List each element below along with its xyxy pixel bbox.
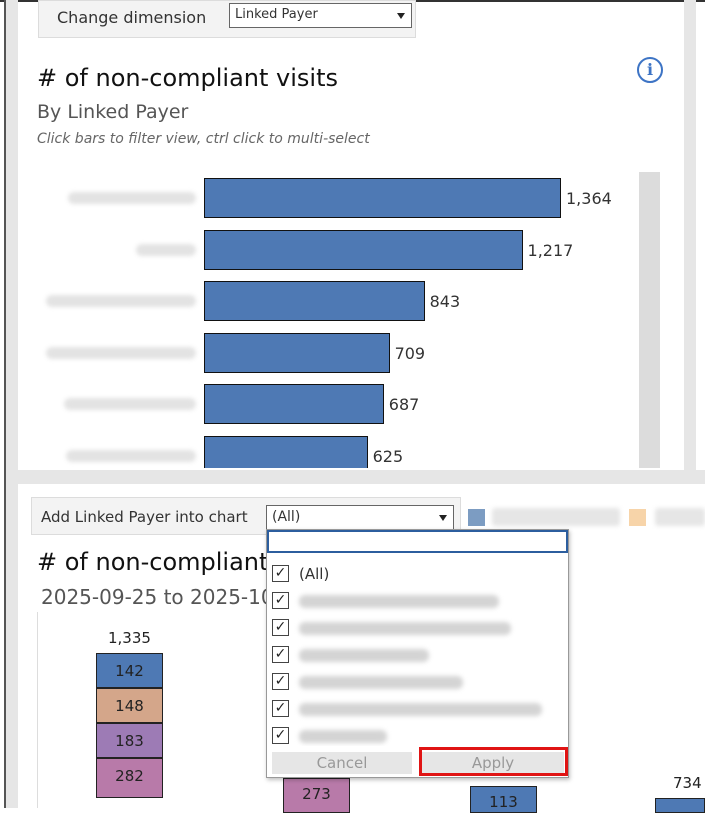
dropdown-item[interactable]: ✓ xyxy=(267,668,568,695)
dropdown-item-label xyxy=(299,622,511,635)
bar[interactable] xyxy=(204,435,368,468)
bar-value-label: 687 xyxy=(388,395,420,414)
stacked-segment[interactable]: 282 xyxy=(96,758,163,798)
payer-filter-value: (All) xyxy=(272,509,301,525)
bar-value-label: 625 xyxy=(372,446,404,466)
chart1-title: # of non-compliant visits xyxy=(37,64,339,92)
bar-value-label: 1,217 xyxy=(527,240,574,260)
checkbox[interactable]: ✓ xyxy=(272,565,289,582)
bar-value-label: 1,364 xyxy=(566,189,612,208)
bar-category-label xyxy=(66,449,196,462)
stacked-segment[interactable]: 273 xyxy=(283,778,350,813)
dropdown-item[interactable]: ✓ (All) xyxy=(267,560,568,587)
dropdown-item-label xyxy=(299,595,499,608)
stacked-segment[interactable]: 113 xyxy=(470,786,537,813)
bar[interactable] xyxy=(204,178,561,218)
dropdown-item[interactable]: ✓ xyxy=(267,695,568,722)
dropdown-item-label xyxy=(299,649,429,662)
apply-highlight xyxy=(419,747,568,776)
dimension-select-value: Linked Payer xyxy=(235,7,318,22)
bar[interactable] xyxy=(204,281,425,321)
legend-swatch-1 xyxy=(468,509,485,526)
dropdown-item-label xyxy=(299,676,463,689)
legend-swatch-2 xyxy=(629,509,646,526)
dropdown-item[interactable]: ✓ xyxy=(267,722,568,746)
chevron-down-icon xyxy=(439,515,447,521)
chart1-bars-area: 1,364 1,217 843 709 687 625 xyxy=(38,172,660,468)
bar-category-label xyxy=(68,192,196,204)
bar-category-label xyxy=(46,295,196,307)
checkbox[interactable]: ✓ xyxy=(272,619,289,636)
info-icon[interactable]: i xyxy=(637,57,663,83)
left-rule xyxy=(4,0,6,808)
column-total-label: 734 xyxy=(673,774,702,792)
dropdown-item[interactable]: ✓ xyxy=(267,614,568,641)
section-divider xyxy=(18,470,705,484)
dropdown-item-label: (All) xyxy=(299,565,330,583)
bar-category-label xyxy=(136,243,196,256)
checkbox[interactable]: ✓ xyxy=(272,700,289,717)
stacked-segment[interactable]: 183 xyxy=(96,723,163,758)
checkbox[interactable]: ✓ xyxy=(272,673,289,690)
dropdown-item[interactable]: ✓ xyxy=(267,641,568,668)
chart1-hint: Click bars to filter view, ctrl click to… xyxy=(37,131,370,147)
bar-value-label: 709 xyxy=(394,343,426,363)
dropdown-search-input[interactable] xyxy=(267,530,568,553)
stacked-segment[interactable] xyxy=(655,798,705,813)
stacked-segment[interactable]: 148 xyxy=(96,688,163,723)
bar-value-label: 843 xyxy=(429,292,461,311)
dropdown-item-label xyxy=(299,730,387,743)
column-total-label: 1,335 xyxy=(108,629,151,647)
bar-category-label xyxy=(64,398,196,410)
bar-category-label xyxy=(46,346,196,359)
dropdown-item-label xyxy=(299,703,542,716)
right-gutter xyxy=(684,0,696,472)
stacked-segment[interactable]: 142 xyxy=(96,653,163,688)
chart2-title: # of non-compliant xyxy=(37,548,269,576)
payer-filter-select[interactable]: (All) xyxy=(266,505,454,530)
chart2-axis xyxy=(37,612,38,808)
checkbox[interactable]: ✓ xyxy=(272,727,289,744)
chart2-subtitle: 2025-09-25 to 2025-10- xyxy=(41,585,281,609)
checkbox[interactable]: ✓ xyxy=(272,592,289,609)
add-payer-label: Add Linked Payer into chart xyxy=(41,508,248,526)
legend-label-1 xyxy=(492,508,620,526)
payer-dropdown: ✓ (All) ✓ ✓ ✓ ✓ ✓ ✓ Cancel Apply xyxy=(266,529,569,778)
left-gutter xyxy=(6,0,18,808)
bar[interactable] xyxy=(204,332,390,373)
legend-label-2 xyxy=(655,508,705,526)
chevron-down-icon xyxy=(397,13,405,19)
change-dimension-label: Change dimension xyxy=(57,8,207,27)
checkbox[interactable]: ✓ xyxy=(272,646,289,663)
dimension-select[interactable]: Linked Payer xyxy=(229,3,412,28)
chart1-subtitle: By Linked Payer xyxy=(37,101,189,123)
dropdown-list: ✓ (All) ✓ ✓ ✓ ✓ ✓ ✓ xyxy=(267,560,568,746)
apply-button[interactable]: Apply xyxy=(422,752,564,774)
dropdown-item[interactable]: ✓ xyxy=(267,587,568,614)
chart1-scrollbar[interactable] xyxy=(639,172,660,468)
bar[interactable] xyxy=(204,384,384,424)
cancel-button[interactable]: Cancel xyxy=(272,752,412,774)
bar[interactable] xyxy=(204,229,523,270)
